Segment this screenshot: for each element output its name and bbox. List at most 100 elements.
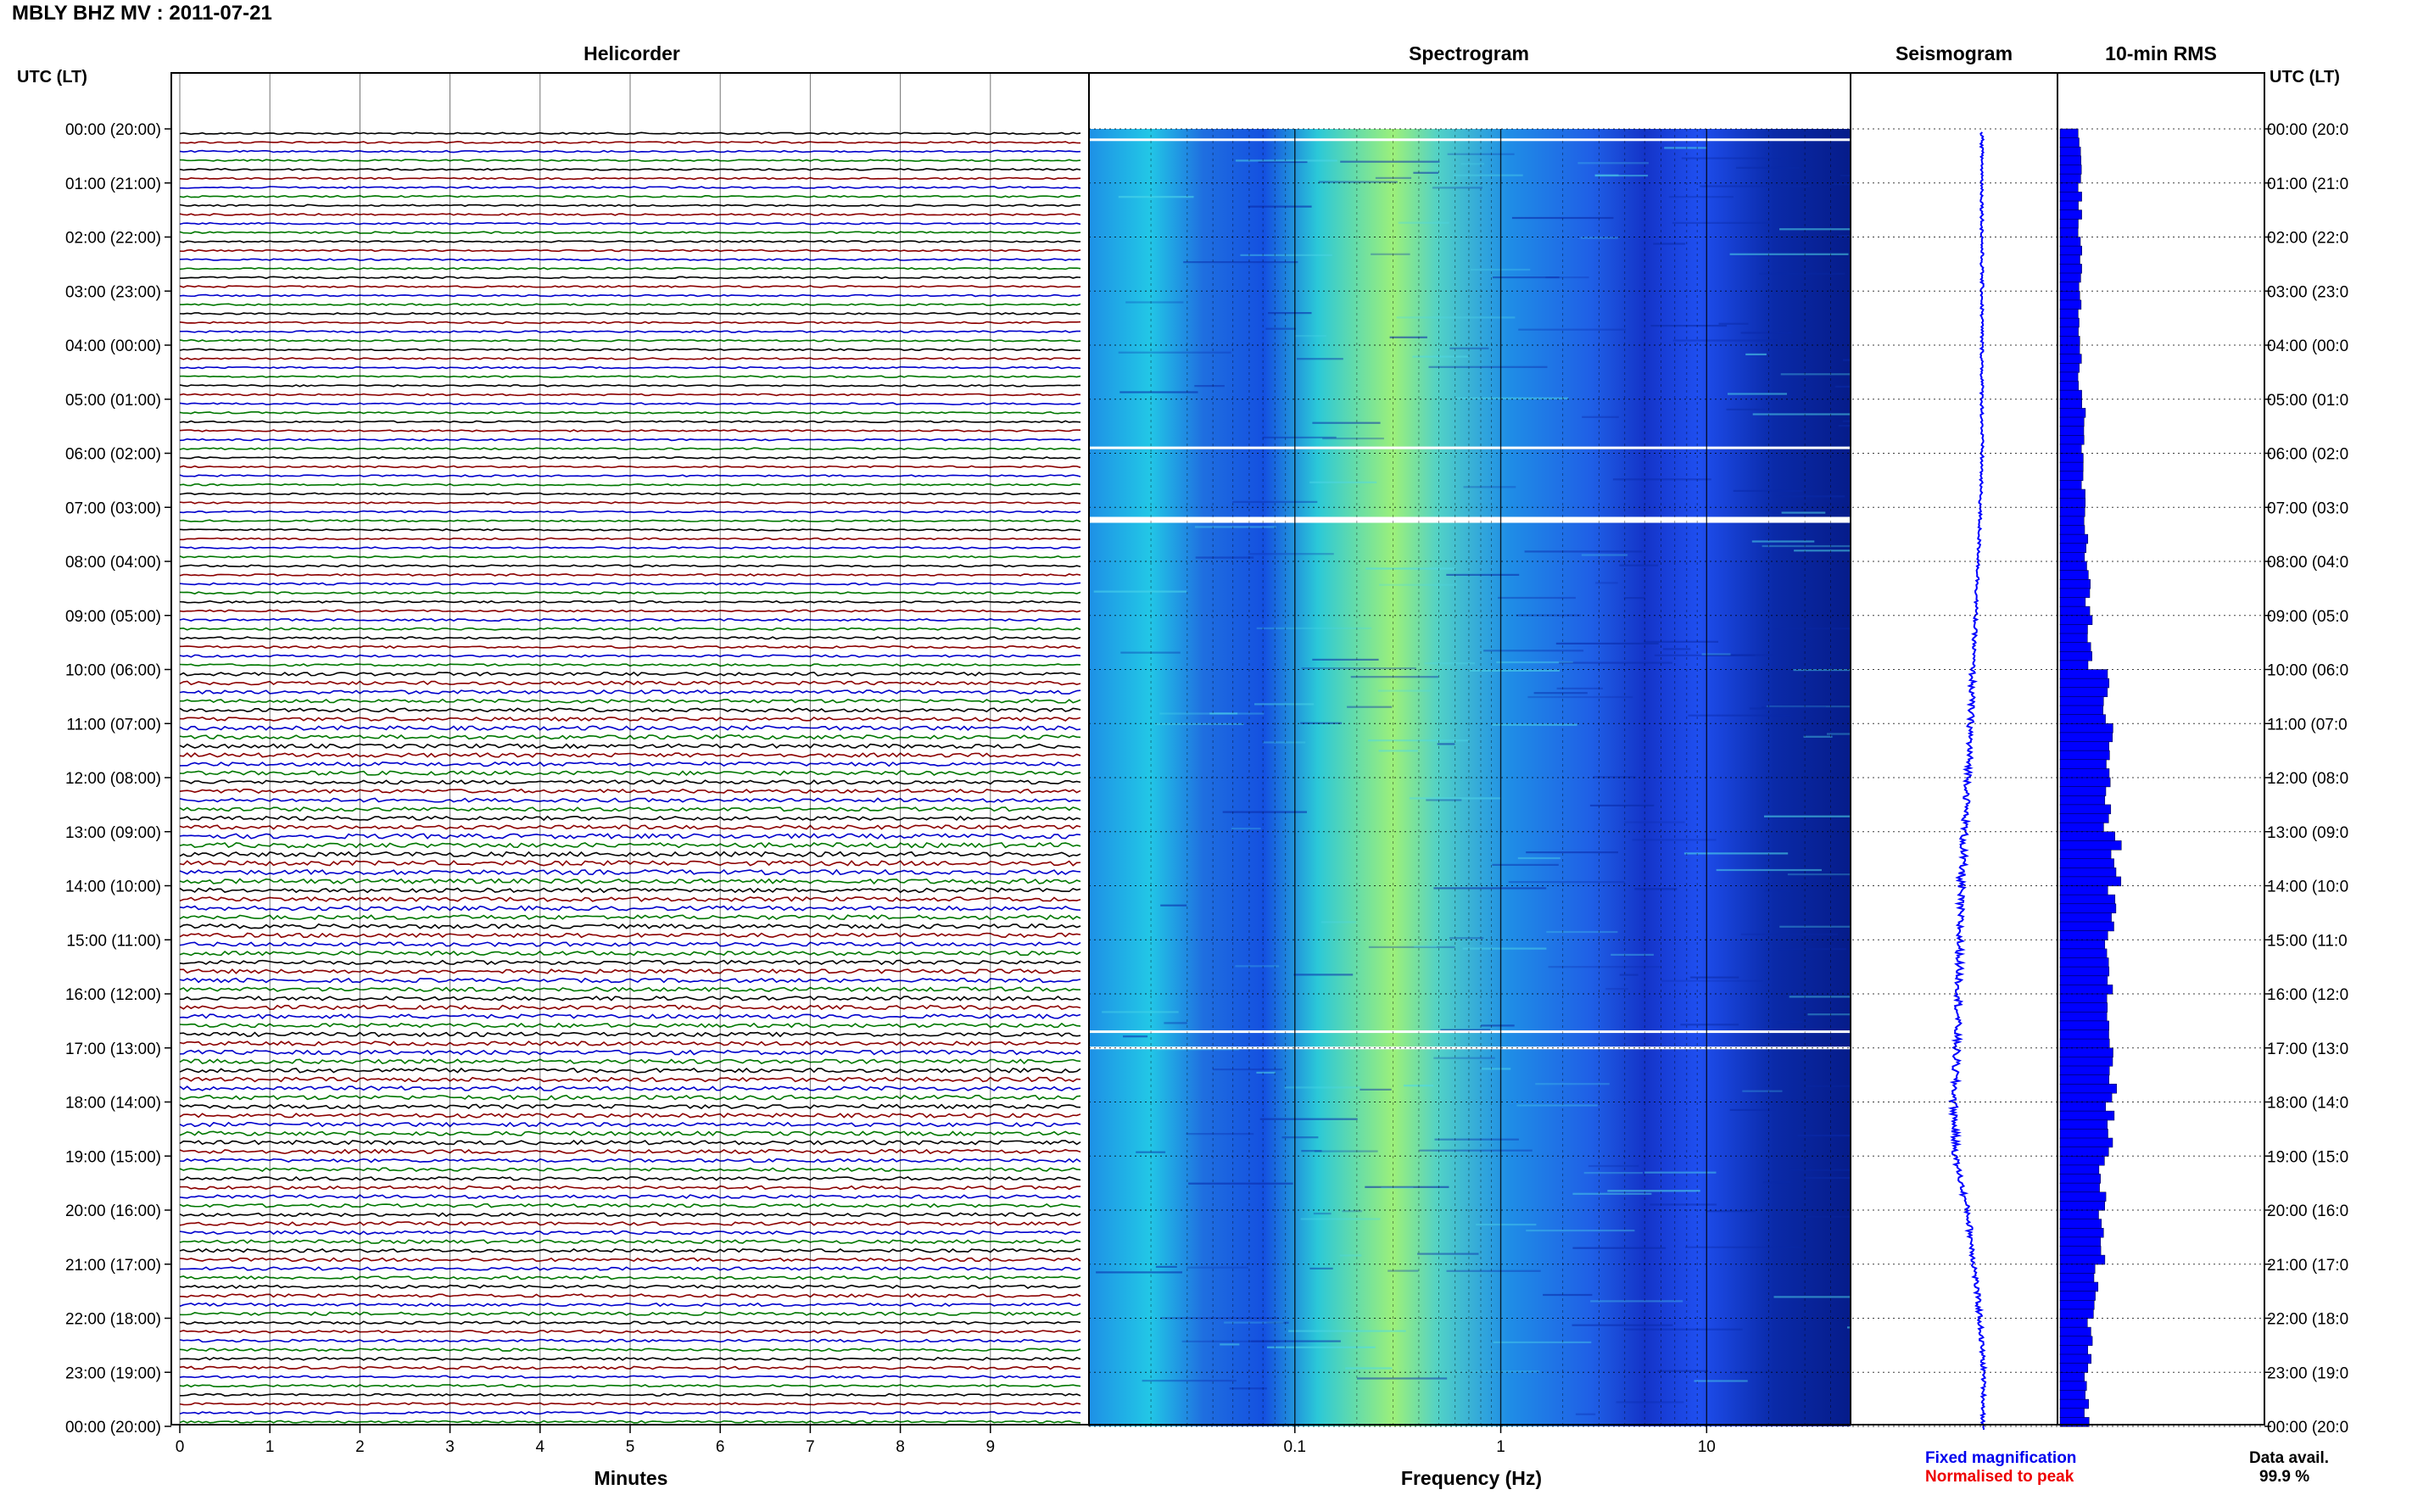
hour-label-right: 20:00 (16:0 — [2267, 1202, 2348, 1220]
outer-frame — [170, 72, 2265, 1426]
rms-bar — [2059, 155, 2081, 166]
spectrogram-texture — [1518, 328, 1627, 331]
spectrogram-texture — [1583, 1172, 1643, 1174]
minute-tick-label: 5 — [626, 1438, 635, 1456]
rms-bar — [2059, 1129, 2108, 1139]
spectrogram-texture — [1594, 174, 1619, 176]
rms-bar — [2059, 813, 2109, 823]
hour-label-left: 14:00 (10:00) — [65, 879, 161, 896]
hour-label-left: 19:00 (15:00) — [65, 1148, 161, 1166]
rms-bar — [2059, 1110, 2115, 1121]
spectrogram-texture — [1776, 495, 1845, 498]
spectrogram-texture — [1644, 640, 1718, 643]
rms-bar — [2059, 894, 2116, 905]
spectrogram-texture — [1773, 346, 1800, 349]
data-availability-label: Data avail. — [2249, 1449, 2329, 1467]
rms-bar — [2059, 669, 2108, 679]
spectrogram-texture — [1426, 799, 1462, 801]
spectrogram-texture — [1428, 365, 1548, 368]
spectrogram-texture — [1387, 1269, 1419, 1272]
hour-label-right: 01:00 (21:0 — [2267, 176, 2348, 193]
spectrogram-texture — [1840, 175, 1851, 177]
minute-tick-label: 8 — [896, 1438, 905, 1456]
spectrogram-texture — [1761, 706, 1826, 709]
hour-label-left: 01:00 (21:00) — [65, 176, 161, 193]
spectrogram-texture — [1250, 1340, 1341, 1342]
rms-bar — [2059, 165, 2082, 175]
rms-bar — [2059, 1398, 2089, 1409]
rms-bar — [2059, 336, 2080, 346]
rms-bar — [2059, 705, 2103, 716]
minute-tick-label: 3 — [445, 1438, 455, 1456]
spectrogram-title: Spectrogram — [1409, 42, 1529, 64]
spectrogram-texture — [1186, 1133, 1254, 1135]
rms-bar — [2059, 1156, 2105, 1166]
spectrogram-texture — [1481, 1068, 1511, 1070]
spectrogram-texture — [1312, 658, 1379, 661]
spectrogram-texture — [1212, 1068, 1283, 1071]
rms-bar — [2059, 317, 2080, 328]
spectrogram-texture — [1265, 327, 1296, 330]
spectrogram-texture — [1545, 276, 1589, 279]
minute-tick-label: 6 — [716, 1438, 725, 1456]
spectrogram-texture — [1759, 272, 1845, 275]
spectrogram-texture — [1254, 703, 1315, 706]
spectrogram-texture — [1726, 408, 1765, 410]
spectrogram-texture — [1248, 553, 1334, 555]
spectrogram-texture — [1096, 1271, 1182, 1274]
spectrogram-texture — [1492, 723, 1577, 726]
rms-bar — [2059, 1228, 2104, 1238]
hour-label-right: 07:00 (03:0 — [2267, 499, 2348, 517]
spectrogram-texture — [1496, 661, 1573, 664]
spectrogram-texture — [1455, 1370, 1540, 1373]
spectrogram-texture — [1842, 420, 1851, 422]
rms-bar — [2059, 849, 2112, 860]
hour-label-left: 12:00 (08:00) — [65, 770, 161, 788]
spectrogram-texture — [1389, 336, 1427, 338]
spectrogram-texture — [1424, 662, 1475, 665]
spectrogram-texture — [1339, 1254, 1362, 1257]
rms-bar — [2059, 1336, 2093, 1346]
hour-label-left: 07:00 (03:00) — [65, 499, 161, 517]
spectrogram-texture — [1680, 1024, 1739, 1026]
rms-bar — [2059, 1047, 2113, 1057]
rms-bar — [2059, 615, 2093, 625]
spectrogram-texture — [1259, 1118, 1358, 1120]
spectrogram-texture — [1589, 804, 1655, 806]
spectrogram-texture — [1526, 851, 1618, 854]
rms-bar — [2059, 192, 2082, 202]
rms-bar — [2059, 1390, 2085, 1400]
hour-label-right: 19:00 (15:0 — [2267, 1148, 2348, 1166]
spectrogram-texture — [1309, 1267, 1333, 1269]
rms-bar — [2059, 741, 2109, 751]
spectrogram-texture — [1619, 974, 1639, 976]
spectrogram-texture — [1672, 339, 1778, 342]
spectrogram-texture — [1224, 1321, 1284, 1324]
spectrogram-texture — [1118, 351, 1231, 354]
minute-tick-label: 9 — [986, 1438, 996, 1456]
rms-bar — [2059, 579, 2091, 589]
spectrogram-texture — [1650, 1203, 1717, 1206]
spectrogram-texture — [1300, 722, 1343, 724]
rms-bar — [2059, 1408, 2085, 1418]
spectrogram-texture — [1582, 416, 1619, 418]
rms-bar — [2059, 948, 2108, 959]
spectrogram-texture — [1118, 196, 1194, 198]
spectrogram-texture — [1347, 706, 1393, 708]
rms-bar — [2059, 1201, 2105, 1211]
hour-label-left: 04:00 (00:00) — [65, 338, 161, 355]
spectrogram-texture — [1368, 739, 1470, 742]
spectrogram-texture — [1294, 335, 1326, 338]
rms-bar — [2059, 966, 2110, 977]
rms-bar — [2059, 597, 2086, 607]
spectrogram-texture — [1256, 1071, 1276, 1074]
spectrogram-gap — [1089, 1046, 1851, 1050]
rms-bar — [2059, 309, 2079, 319]
rms-bar — [2059, 461, 2084, 472]
rms-bar — [2059, 1174, 2101, 1184]
spectrogram-texture — [1607, 1190, 1700, 1192]
spectrogram-texture — [1777, 1021, 1803, 1024]
rms-bar — [2059, 1246, 2102, 1256]
rms-bar — [2059, 696, 2104, 706]
spectrogram-texture — [1794, 550, 1851, 552]
